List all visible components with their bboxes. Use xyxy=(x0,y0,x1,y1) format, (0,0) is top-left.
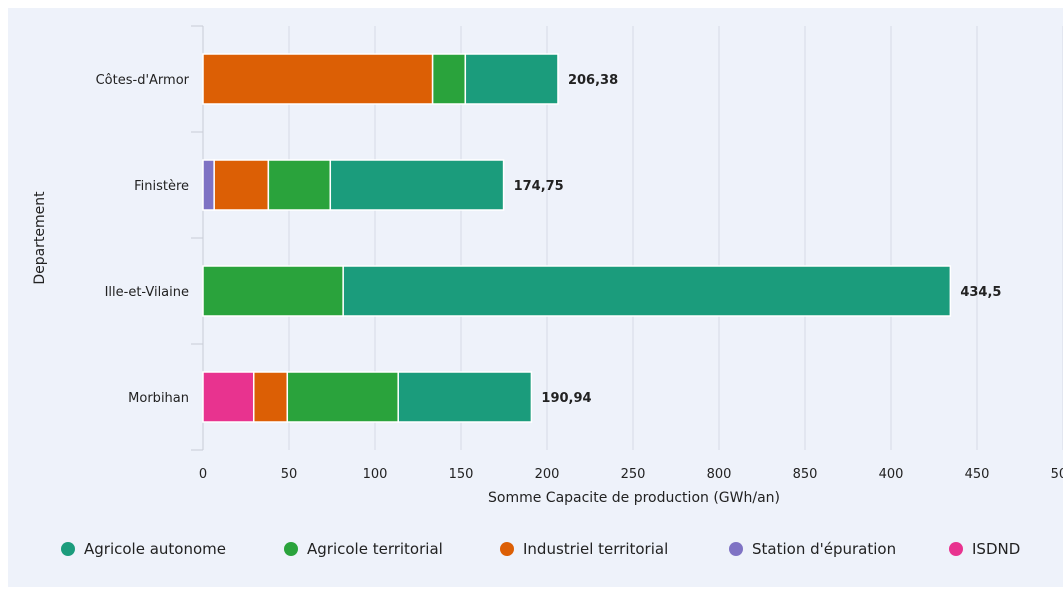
x-tick-label: 100 xyxy=(363,467,388,482)
category-label: Morbihan xyxy=(128,391,189,406)
legend-marker xyxy=(729,542,743,556)
x-tick-label: 250 xyxy=(621,467,646,482)
x-tick-label: 200 xyxy=(535,467,560,482)
bar-segment[interactable] xyxy=(202,53,434,105)
chart-panel: 0 50 100 150 200 250 800 850 400 450 500 Côtes-d'Ar… xyxy=(8,8,1063,587)
stacked-bar-chart: 0 50 100 150 200 250 800 850 400 450 500 Côtes-d'Ar… xyxy=(32,25,1063,558)
x-tick-label: 0 xyxy=(199,467,207,482)
legend-item[interactable]: Agricole autonome xyxy=(61,540,226,558)
category-label: Finistère xyxy=(134,179,189,194)
legend-item[interactable]: Agricole territorial xyxy=(284,540,443,558)
legend-marker xyxy=(500,542,514,556)
legend-label: Agricole territorial xyxy=(307,540,443,558)
legend-label: Station d'épuration xyxy=(752,540,896,558)
x-tick-label: 800 xyxy=(707,467,732,482)
bar-segment[interactable] xyxy=(431,53,467,105)
x-tick-label: 50 xyxy=(281,467,298,482)
bar-segment[interactable] xyxy=(202,159,215,211)
legend-marker xyxy=(61,542,75,556)
x-tick-label: 500 xyxy=(1051,467,1063,482)
bar-segment[interactable] xyxy=(286,371,399,423)
x-tick-label: 450 xyxy=(965,467,990,482)
bar-segment[interactable] xyxy=(213,159,270,211)
total-data-label: 174,75 xyxy=(514,179,564,194)
legend-label: Agricole autonome xyxy=(84,540,226,558)
bar-segment[interactable] xyxy=(464,53,559,105)
axes xyxy=(191,25,204,451)
x-axis-title: Somme Capacite de production (GWh/an) xyxy=(488,490,780,506)
bars xyxy=(202,53,952,423)
bar-segment[interactable] xyxy=(329,159,505,211)
legend-item[interactable]: ISDND xyxy=(949,540,1020,558)
total-data-label: 434,5 xyxy=(960,285,1001,300)
legend-marker xyxy=(284,542,298,556)
legend: Agricole autonome Agricole territorial Ind… xyxy=(61,540,1020,558)
bar-segment[interactable] xyxy=(202,371,255,423)
bar-segment[interactable] xyxy=(397,371,533,423)
category-label: Côtes-d'Armor xyxy=(96,73,190,88)
legend-label: ISDND xyxy=(972,540,1020,558)
legend-label: Industriel territorial xyxy=(523,540,668,558)
total-data-label: 206,38 xyxy=(568,73,618,88)
legend-item[interactable]: Industriel territorial xyxy=(500,540,668,558)
bar-segment[interactable] xyxy=(202,265,344,317)
category-label: Ille-et-Vilaine xyxy=(105,285,189,300)
bar-segment[interactable] xyxy=(267,159,332,211)
bar-segment[interactable] xyxy=(252,371,289,423)
legend-item[interactable]: Station d'épuration xyxy=(729,540,896,558)
x-tick-label: 400 xyxy=(879,467,904,482)
legend-marker xyxy=(949,542,963,556)
total-data-label: 190,94 xyxy=(541,391,591,406)
bar-segment[interactable] xyxy=(342,265,952,317)
x-tick-label: 150 xyxy=(449,467,474,482)
y-axis-title: Departement xyxy=(32,191,48,285)
labels: 0 50 100 150 200 250 800 850 400 450 500 Côtes-d'Ar… xyxy=(96,73,1063,482)
x-tick-label: 850 xyxy=(793,467,818,482)
